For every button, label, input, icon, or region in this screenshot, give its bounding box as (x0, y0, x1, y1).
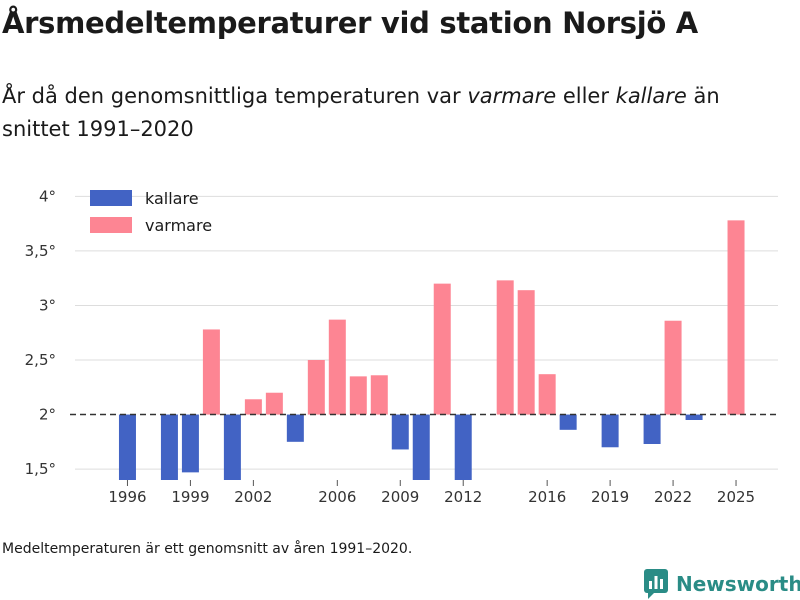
bar-warmer[interactable] (307, 360, 325, 415)
bar-warmer[interactable] (265, 392, 283, 415)
chart-subtitle: År då den genomsnittliga temperaturen va… (2, 80, 792, 146)
bar-warmer[interactable] (538, 374, 556, 415)
bar-colder[interactable] (160, 414, 178, 480)
y-tick-label: 3,5° (25, 242, 56, 260)
bar-colder[interactable] (601, 414, 619, 448)
x-tick-label: 1996 (108, 488, 146, 506)
bar-colder[interactable] (391, 414, 409, 450)
axes: 1,5° 2° 2,5° 3° 3,5° 4° 1996 1999 2002 2006 2009 20… (25, 187, 755, 506)
subtitle-text-2: eller (556, 84, 616, 108)
x-tick-label: 2022 (654, 488, 692, 506)
chart-title: Årsmedeltemperaturer vid station Norsjö … (2, 6, 698, 40)
brand-name: Newsworthy (676, 572, 800, 596)
bar-warmer[interactable] (349, 376, 367, 415)
bar-warmer[interactable] (370, 375, 388, 415)
bar-colder[interactable] (643, 414, 661, 444)
bar-warmer[interactable] (727, 220, 745, 415)
legend-label-warmer: varmare (145, 216, 212, 235)
x-tick-label: 2019 (591, 488, 629, 506)
bar-colder[interactable] (181, 414, 199, 473)
subtitle-text-3: än snittet 1991–2020 (2, 84, 720, 141)
bar-colder[interactable] (685, 414, 703, 420)
bar-colder[interactable] (559, 414, 577, 430)
y-tick-label: 3° (39, 296, 56, 314)
bar-colder[interactable] (223, 414, 241, 480)
bar-warmer[interactable] (328, 319, 346, 415)
bar-colder[interactable] (412, 414, 430, 480)
footnote: Medeltemperaturen är ett genomsnitt av å… (2, 541, 413, 557)
newsworthy-logo-icon (644, 569, 668, 599)
x-tick-label: 1999 (171, 488, 209, 506)
bar-warmer[interactable] (433, 283, 451, 415)
bar-colder[interactable] (454, 414, 472, 480)
legend-swatch-colder (90, 190, 132, 206)
legend-label-colder: kallare (145, 189, 199, 208)
x-tick-label: 2016 (528, 488, 566, 506)
subtitle-emphasis-colder: kallare (615, 84, 687, 108)
legend-swatch-warmer (90, 217, 132, 233)
x-tick-label: 2012 (444, 488, 482, 506)
bar-warmer[interactable] (202, 329, 220, 415)
bars (118, 220, 745, 480)
y-tick-label: 1,5° (25, 460, 56, 478)
x-tick-label: 2025 (717, 488, 755, 506)
subtitle-text-1: År då den genomsnittliga temperaturen va… (2, 84, 468, 108)
bar-colder[interactable] (118, 414, 136, 480)
bar-warmer[interactable] (517, 290, 535, 415)
bar-chart: 1,5° 2° 2,5° 3° 3,5° 4° 1996 1999 2002 2006 2009 20… (25, 187, 778, 506)
brand-logo: Newsworthy (644, 568, 800, 600)
bar-colder[interactable] (286, 414, 304, 442)
bar-warmer[interactable] (244, 399, 262, 415)
y-tick-label: 2,5° (25, 351, 56, 369)
legend: kallare varmare (90, 189, 212, 235)
subtitle-emphasis-warmer: varmare (467, 84, 557, 108)
x-tick-label: 2009 (381, 488, 419, 506)
bar-warmer[interactable] (664, 320, 682, 415)
x-tick-label: 2002 (234, 488, 272, 506)
bar-warmer[interactable] (496, 280, 514, 415)
y-tick-label: 2° (39, 406, 56, 424)
x-tick-label: 2006 (318, 488, 356, 506)
y-tick-label: 4° (39, 187, 56, 205)
